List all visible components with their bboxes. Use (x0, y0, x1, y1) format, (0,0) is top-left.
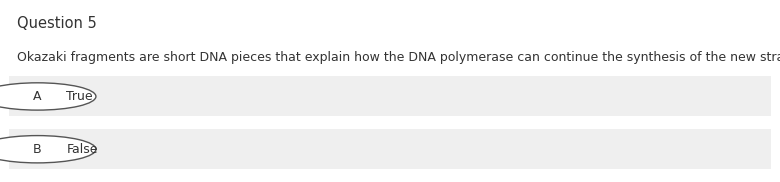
FancyBboxPatch shape (9, 76, 771, 116)
Circle shape (0, 83, 96, 110)
Text: Okazaki fragments are short DNA pieces that explain how the DNA polymerase can c: Okazaki fragments are short DNA pieces t… (17, 51, 780, 64)
Text: A: A (34, 90, 41, 103)
Text: False: False (66, 143, 98, 156)
FancyBboxPatch shape (9, 129, 771, 169)
Text: Question 5: Question 5 (17, 16, 97, 31)
Text: B: B (33, 143, 42, 156)
Text: True: True (66, 90, 93, 103)
Circle shape (0, 136, 96, 163)
